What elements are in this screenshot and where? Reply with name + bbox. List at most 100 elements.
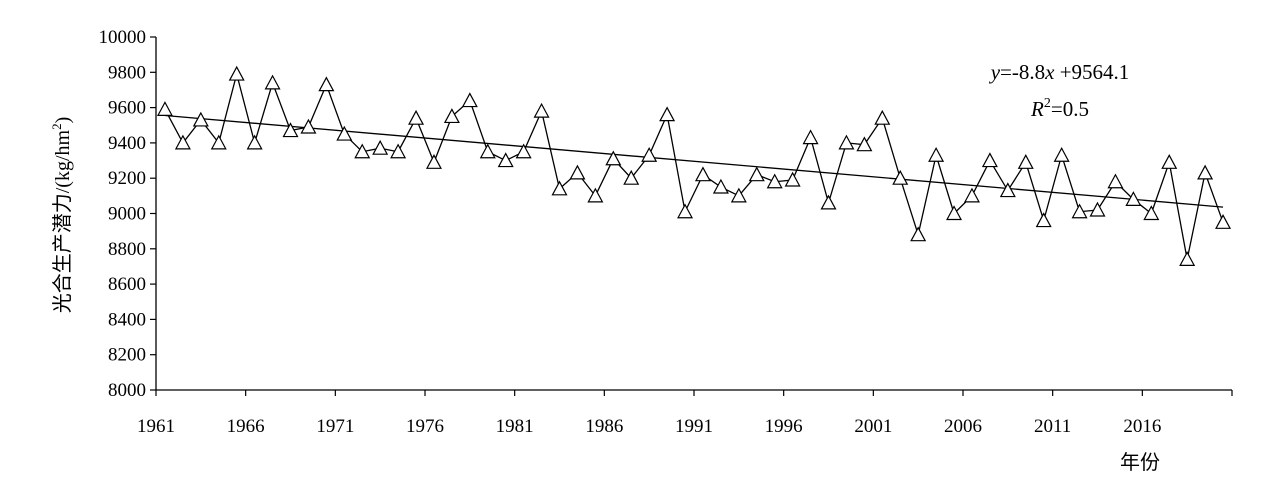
y-tick-label: 10000 [99,27,147,48]
y-tick-label: 9600 [108,98,146,119]
data-point [282,122,299,138]
y-tick-label: 9400 [108,133,146,154]
y-tick-label: 9800 [108,62,146,83]
eq-slope: =-8.8 [1000,60,1045,84]
data-point [1143,205,1160,221]
trendline [164,114,1224,208]
data-point [1107,173,1124,189]
x-tick-label: 2016 [1123,416,1161,437]
data-point [246,134,263,150]
data-point [999,182,1016,198]
data-point [623,169,640,185]
r-squared: R2=0.5 [1030,96,1089,121]
data-point [533,102,550,118]
data-point [174,134,191,150]
data-point [641,146,658,162]
r2-r: R [1030,97,1044,121]
data-point [946,205,963,221]
x-tick-label: 1971 [316,416,354,437]
data-point [1089,201,1106,217]
x-tick-label: 1996 [765,416,803,437]
x-axis-label: 年份 [1120,451,1160,474]
y-axis-label-close: ) [52,117,74,124]
data-point [390,143,407,159]
y-tick-label: 9200 [108,168,146,189]
data-point [156,101,173,116]
data-point [210,134,227,150]
data-point [228,65,245,81]
data-point [748,166,765,182]
axes [155,37,1232,391]
data-point [981,152,998,168]
data-point [730,187,747,203]
data-point [479,143,496,159]
data-point [192,111,209,127]
data-point [928,146,945,162]
x-tick-label: 1966 [227,416,265,437]
x-tick-label: 1961 [137,416,175,437]
r2-sup: 2 [1044,96,1051,111]
data-point [838,134,855,150]
data-point [874,109,891,125]
data-point [461,92,478,108]
data-point [515,143,532,159]
y-axis-label-main: 光合生产潜力/(kg/hm [51,129,74,313]
y-tick-label: 8200 [108,345,146,366]
data-point [712,178,729,194]
data-point [605,150,622,166]
series-line [164,71,1224,260]
data-point [1035,212,1052,228]
data-point [1017,154,1034,169]
x-tick-label: 1991 [675,416,713,437]
y-tick-label: 8800 [108,239,146,260]
data-point [443,108,460,124]
eq-x: x [1044,60,1055,84]
x-tick-label: 2001 [854,416,892,437]
y-tick-label: 8000 [108,380,146,401]
data-point [1197,164,1214,180]
eq-y: y [989,60,1001,84]
data-point [497,152,514,168]
data-point [1215,214,1232,229]
data-point [354,143,371,159]
trendline-group [164,114,1224,208]
eq-intercept: +9564.1 [1054,60,1129,84]
data-point [587,187,604,203]
data-point [1161,154,1178,169]
data-point [659,106,676,122]
data-point [1053,146,1070,162]
y-tick-label: 9000 [108,204,146,225]
data-point [318,76,335,92]
data-point [408,109,425,125]
data-point [300,118,317,134]
data-point [1179,251,1196,266]
data-point [372,139,389,155]
series-group [156,65,1232,266]
y-axis-label: 光合生产潜力/(kg/hm2) [49,117,74,314]
data-point [425,154,442,169]
data-point [336,125,353,141]
data-point [766,173,783,189]
data-point [569,164,586,180]
data-point [1125,191,1142,206]
x-tick-label: 2006 [944,416,982,437]
y-tick-label: 8400 [108,309,146,330]
data-point [963,187,980,203]
data-point [264,74,281,90]
y-ticks: 8000 8200 8400 8600 8800 9000 9200 9400 9600 9800… [99,27,156,401]
trend-equation: y=-8.8x +9564.1 [989,60,1130,84]
data-point [802,129,819,145]
r2-val: =0.5 [1051,97,1089,121]
data-point [677,203,694,219]
x-tick-label: 1976 [406,416,444,437]
data-point [892,169,909,185]
x-tick-label: 1981 [496,416,534,437]
x-ticks: 1961 1966 1971 1976 1981 1986 1991 1996 2001 2006… [137,390,1233,437]
y-axis-label-sup: 2 [49,123,64,130]
x-tick-label: 2011 [1034,416,1071,437]
data-point [551,180,568,196]
y-tick-label: 8600 [108,274,146,295]
data-point [856,136,873,152]
